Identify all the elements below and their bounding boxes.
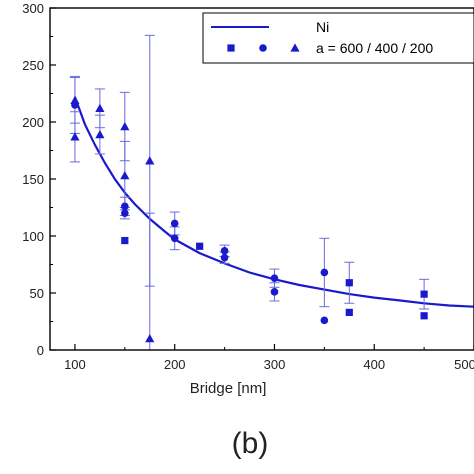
data-point-circle bbox=[220, 253, 229, 262]
data-point-circle bbox=[320, 316, 329, 325]
legend: Ni a = 600 / 400 / 200 bbox=[202, 12, 474, 64]
x-tick-label: 300 bbox=[264, 357, 286, 372]
data-point-circle bbox=[320, 268, 329, 277]
y-tick-label: 50 bbox=[30, 286, 44, 301]
data-point-square bbox=[345, 279, 353, 287]
fit-curve-layer bbox=[73, 96, 474, 308]
legend-square-marker bbox=[227, 44, 235, 52]
data-point-triangle bbox=[95, 103, 105, 112]
x-tick-label: 500 bbox=[454, 357, 474, 372]
tick-layer bbox=[50, 7, 474, 351]
x-tick-labels: 100 200 300 400 500 bbox=[64, 357, 474, 372]
data-point-square bbox=[345, 308, 353, 316]
data-point-circle bbox=[170, 234, 179, 243]
data-point-square bbox=[420, 312, 428, 320]
x-tick-label: 400 bbox=[363, 357, 385, 372]
y-tick-label: 100 bbox=[22, 229, 44, 244]
y-tick-label: 150 bbox=[22, 172, 44, 187]
data-point-triangle bbox=[145, 156, 155, 165]
data-point-triangle bbox=[145, 334, 155, 343]
data-point-circle bbox=[270, 274, 279, 282]
y-tick-label: 250 bbox=[22, 58, 44, 73]
y-tick-label: 300 bbox=[22, 1, 44, 16]
data-point-circle bbox=[121, 202, 129, 211]
data-point-triangle bbox=[120, 121, 130, 131]
data-point-circle bbox=[270, 288, 279, 296]
panel-label: (b) bbox=[232, 427, 269, 460]
legend-line-label: Ni bbox=[316, 19, 329, 35]
y-tick-label: 0 bbox=[37, 343, 44, 358]
fit-curve-line bbox=[73, 96, 474, 308]
legend-circle-marker bbox=[259, 44, 267, 52]
y-tick-label: 200 bbox=[22, 115, 44, 130]
data-point-square bbox=[121, 236, 129, 245]
data-point-triangle bbox=[70, 95, 80, 105]
x-axis-title: Bridge [nm] bbox=[190, 380, 267, 397]
data-point-circle bbox=[121, 209, 129, 217]
x-tick-label: 100 bbox=[64, 357, 86, 372]
data-point-circle bbox=[220, 247, 229, 255]
legend-marker-samples bbox=[227, 43, 300, 52]
data-point-triangle bbox=[70, 132, 80, 141]
data-point-square bbox=[420, 290, 428, 298]
data-point-triangle bbox=[120, 170, 130, 180]
data-point-square bbox=[196, 242, 204, 250]
legend-markers-label: a = 600 / 400 / 200 bbox=[316, 40, 433, 56]
legend-box bbox=[202, 12, 474, 64]
error-bar-layer bbox=[69, 34, 430, 350]
marker-layer bbox=[70, 95, 428, 343]
data-point-triangle bbox=[95, 129, 105, 139]
y-tick-labels: 0 50 100 150 200 250 300 bbox=[22, 1, 44, 358]
legend-triangle-marker bbox=[290, 43, 300, 52]
x-tick-label: 200 bbox=[164, 357, 186, 372]
data-point-circle bbox=[170, 219, 179, 228]
